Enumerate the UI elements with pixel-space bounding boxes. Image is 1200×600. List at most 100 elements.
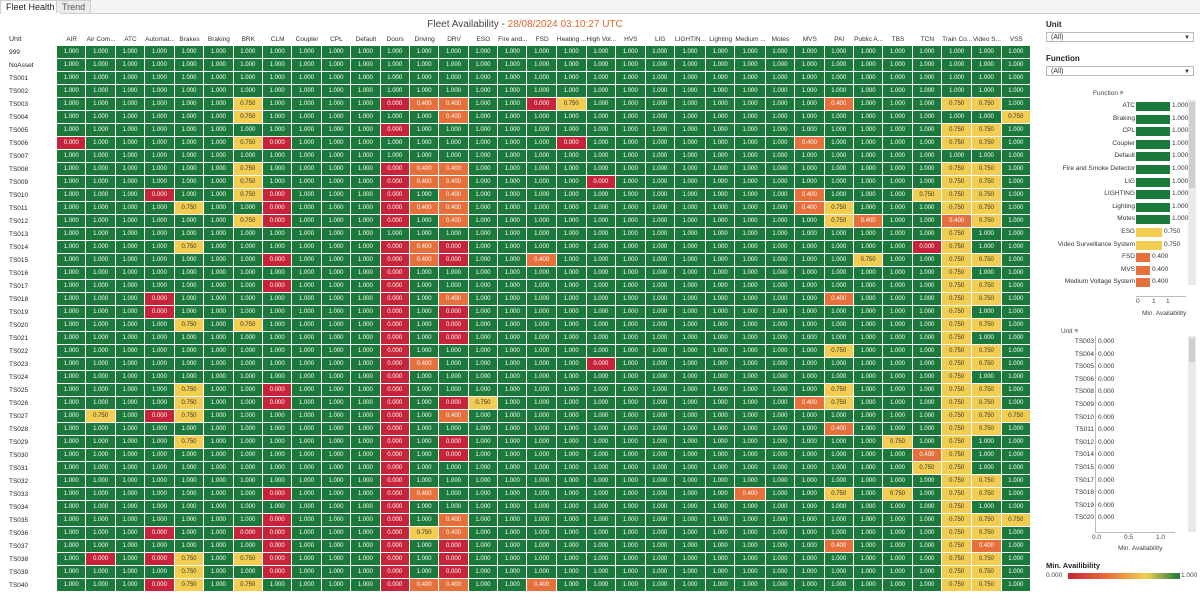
heatmap-cell[interactable]: 0.000 [145, 527, 175, 540]
heatmap-cell[interactable]: 1.000 [57, 280, 87, 293]
heatmap-cell[interactable]: 1.000 [706, 423, 736, 436]
heatmap-cell[interactable]: 0.000 [380, 176, 410, 189]
heatmap-cell[interactable]: 1.000 [145, 202, 175, 215]
heatmap-cell[interactable]: 0.000 [233, 527, 263, 540]
heatmap-cell[interactable]: 1.000 [57, 488, 87, 501]
heatmap-cell[interactable]: 1.000 [527, 280, 557, 293]
heatmap-cell[interactable]: 1.000 [824, 475, 854, 488]
heatmap-cell[interactable]: 1.000 [351, 566, 381, 579]
heatmap-cell[interactable]: 1.000 [409, 111, 440, 124]
heatmap-cell[interactable]: 1.000 [795, 293, 825, 306]
heatmap-cell[interactable]: 1.000 [912, 384, 943, 397]
heatmap-cell[interactable]: 1.000 [912, 345, 943, 358]
heatmap-cell[interactable]: 1.000 [498, 306, 528, 319]
table-row[interactable]: TS025 1.000 1.000 1.000 1.000 0.750 1.000 1.000… [0, 384, 1031, 397]
heatmap-cell[interactable]: 1.000 [409, 332, 440, 345]
heatmap-cell[interactable]: 1.000 [233, 59, 263, 72]
heatmap-cell[interactable]: 1.000 [912, 202, 943, 215]
heatmap-cell[interactable]: 1.000 [351, 475, 381, 488]
heatmap-cell[interactable]: 0.400 [409, 488, 440, 501]
heatmap-cell[interactable]: 1.000 [972, 59, 1002, 72]
heatmap-cell[interactable]: 1.000 [853, 527, 884, 540]
column-header[interactable]: High Vol... [586, 35, 617, 43]
heatmap-cell[interactable]: 1.000 [853, 280, 884, 293]
heatmap-cell[interactable]: 1.000 [912, 332, 943, 345]
heatmap-cell[interactable]: 1.000 [468, 85, 499, 98]
heatmap-cell[interactable]: 1.000 [498, 579, 528, 592]
heatmap-cell[interactable]: 0.750 [174, 566, 205, 579]
heatmap-cell[interactable]: 1.000 [586, 124, 617, 137]
heatmap-cell[interactable]: 0.750 [972, 215, 1002, 228]
heatmap-cell[interactable]: 1.000 [912, 436, 943, 449]
heatmap-cell[interactable]: 1.000 [706, 241, 736, 254]
heatmap-cell[interactable]: 1.000 [468, 241, 499, 254]
heatmap-cell[interactable]: 1.000 [204, 566, 234, 579]
heatmap-cell[interactable]: 0.750 [233, 137, 263, 150]
heatmap-cell[interactable]: 1.000 [706, 46, 736, 59]
heatmap-cell[interactable]: 1.000 [57, 358, 87, 371]
heatmap-cell[interactable]: 0.750 [174, 202, 205, 215]
heatmap-cell[interactable]: 1.000 [972, 306, 1002, 319]
heatmap-cell[interactable]: 1.000 [115, 59, 146, 72]
heatmap-cell[interactable]: 1.000 [853, 553, 884, 566]
heatmap-cell[interactable]: 1.000 [145, 176, 175, 189]
heatmap-cell[interactable]: 1.000 [292, 345, 322, 358]
heatmap-cell[interactable]: 1.000 [409, 397, 440, 410]
heatmap-cell[interactable]: 1.000 [616, 59, 646, 72]
heatmap-cell[interactable]: 1.000 [351, 462, 381, 475]
heatmap-cell[interactable]: 1.000 [86, 59, 116, 72]
heatmap-cell[interactable]: 1.000 [145, 423, 175, 436]
heatmap-cell[interactable]: 1.000 [57, 98, 87, 111]
heatmap-cell[interactable]: 1.000 [292, 527, 322, 540]
heatmap-cell[interactable]: 1.000 [351, 85, 381, 98]
heatmap-cell[interactable]: 1.000 [556, 176, 587, 189]
heatmap-cell[interactable]: 0.400 [409, 254, 440, 267]
heatmap-cell[interactable]: 1.000 [468, 150, 499, 163]
heatmap-cell[interactable]: 1.000 [795, 410, 825, 423]
heatmap-cell[interactable]: 1.000 [57, 72, 87, 85]
heatmap-cell[interactable]: 1.000 [57, 228, 87, 241]
heatmap-cell[interactable]: 1.000 [527, 345, 557, 358]
heatmap-cell[interactable]: 1.000 [204, 111, 234, 124]
function-bar[interactable] [1136, 114, 1170, 124]
heatmap-cell[interactable]: 1.000 [853, 46, 884, 59]
heatmap-cell[interactable]: 1.000 [795, 384, 825, 397]
heatmap-cell[interactable]: 1.000 [765, 540, 796, 553]
heatmap-cell[interactable]: 1.000 [912, 527, 943, 540]
heatmap-cell[interactable]: 1.000 [556, 202, 587, 215]
heatmap-cell[interactable]: 1.000 [204, 397, 234, 410]
heatmap-cell[interactable]: 1.000 [115, 137, 146, 150]
heatmap-cell[interactable]: 0.400 [824, 293, 854, 306]
heatmap-cell[interactable]: 1.000 [706, 137, 736, 150]
heatmap-cell[interactable]: 1.000 [468, 137, 499, 150]
heatmap-cell[interactable]: 1.000 [645, 46, 675, 59]
heatmap-cell[interactable]: 1.000 [292, 137, 322, 150]
heatmap-cell[interactable]: 1.000 [824, 501, 854, 514]
column-header[interactable]: CPL [330, 35, 343, 43]
heatmap-cell[interactable]: 1.000 [706, 488, 736, 501]
column-header[interactable]: Driving [414, 35, 435, 43]
heatmap-cell[interactable]: 1.000 [912, 124, 943, 137]
heatmap-cell[interactable]: 1.000 [292, 358, 322, 371]
heatmap-cell[interactable]: 1.000 [204, 280, 234, 293]
heatmap-cell[interactable]: 1.000 [645, 410, 675, 423]
heatmap-cell[interactable]: 1.000 [468, 215, 499, 228]
heatmap-cell[interactable]: 1.000 [57, 293, 87, 306]
heatmap-cell[interactable]: 1.000 [735, 423, 766, 436]
heatmap-cell[interactable]: 0.750 [972, 280, 1002, 293]
heatmap-cell[interactable]: 1.000 [706, 566, 736, 579]
heatmap-cell[interactable]: 0.750 [942, 462, 973, 475]
heatmap-cell[interactable]: 1.000 [380, 85, 410, 98]
unit-bar-row[interactable]: TS006 0.000 [1050, 376, 1114, 383]
heatmap-cell[interactable]: 0.750 [972, 345, 1002, 358]
heatmap-cell[interactable]: 0.750 [942, 228, 973, 241]
heatmap-cell[interactable]: 1.000 [86, 254, 116, 267]
heatmap-cell[interactable]: 1.000 [57, 423, 87, 436]
heatmap-cell[interactable]: 1.000 [616, 202, 646, 215]
heatmap-cell[interactable]: 0.000 [380, 189, 410, 202]
heatmap-cell[interactable]: 1.000 [1001, 488, 1031, 501]
heatmap-cell[interactable]: 1.000 [883, 514, 913, 527]
heatmap-cell[interactable]: 1.000 [735, 72, 766, 85]
heatmap-cell[interactable]: 0.000 [439, 332, 469, 345]
heatmap-cell[interactable]: 1.000 [616, 397, 646, 410]
